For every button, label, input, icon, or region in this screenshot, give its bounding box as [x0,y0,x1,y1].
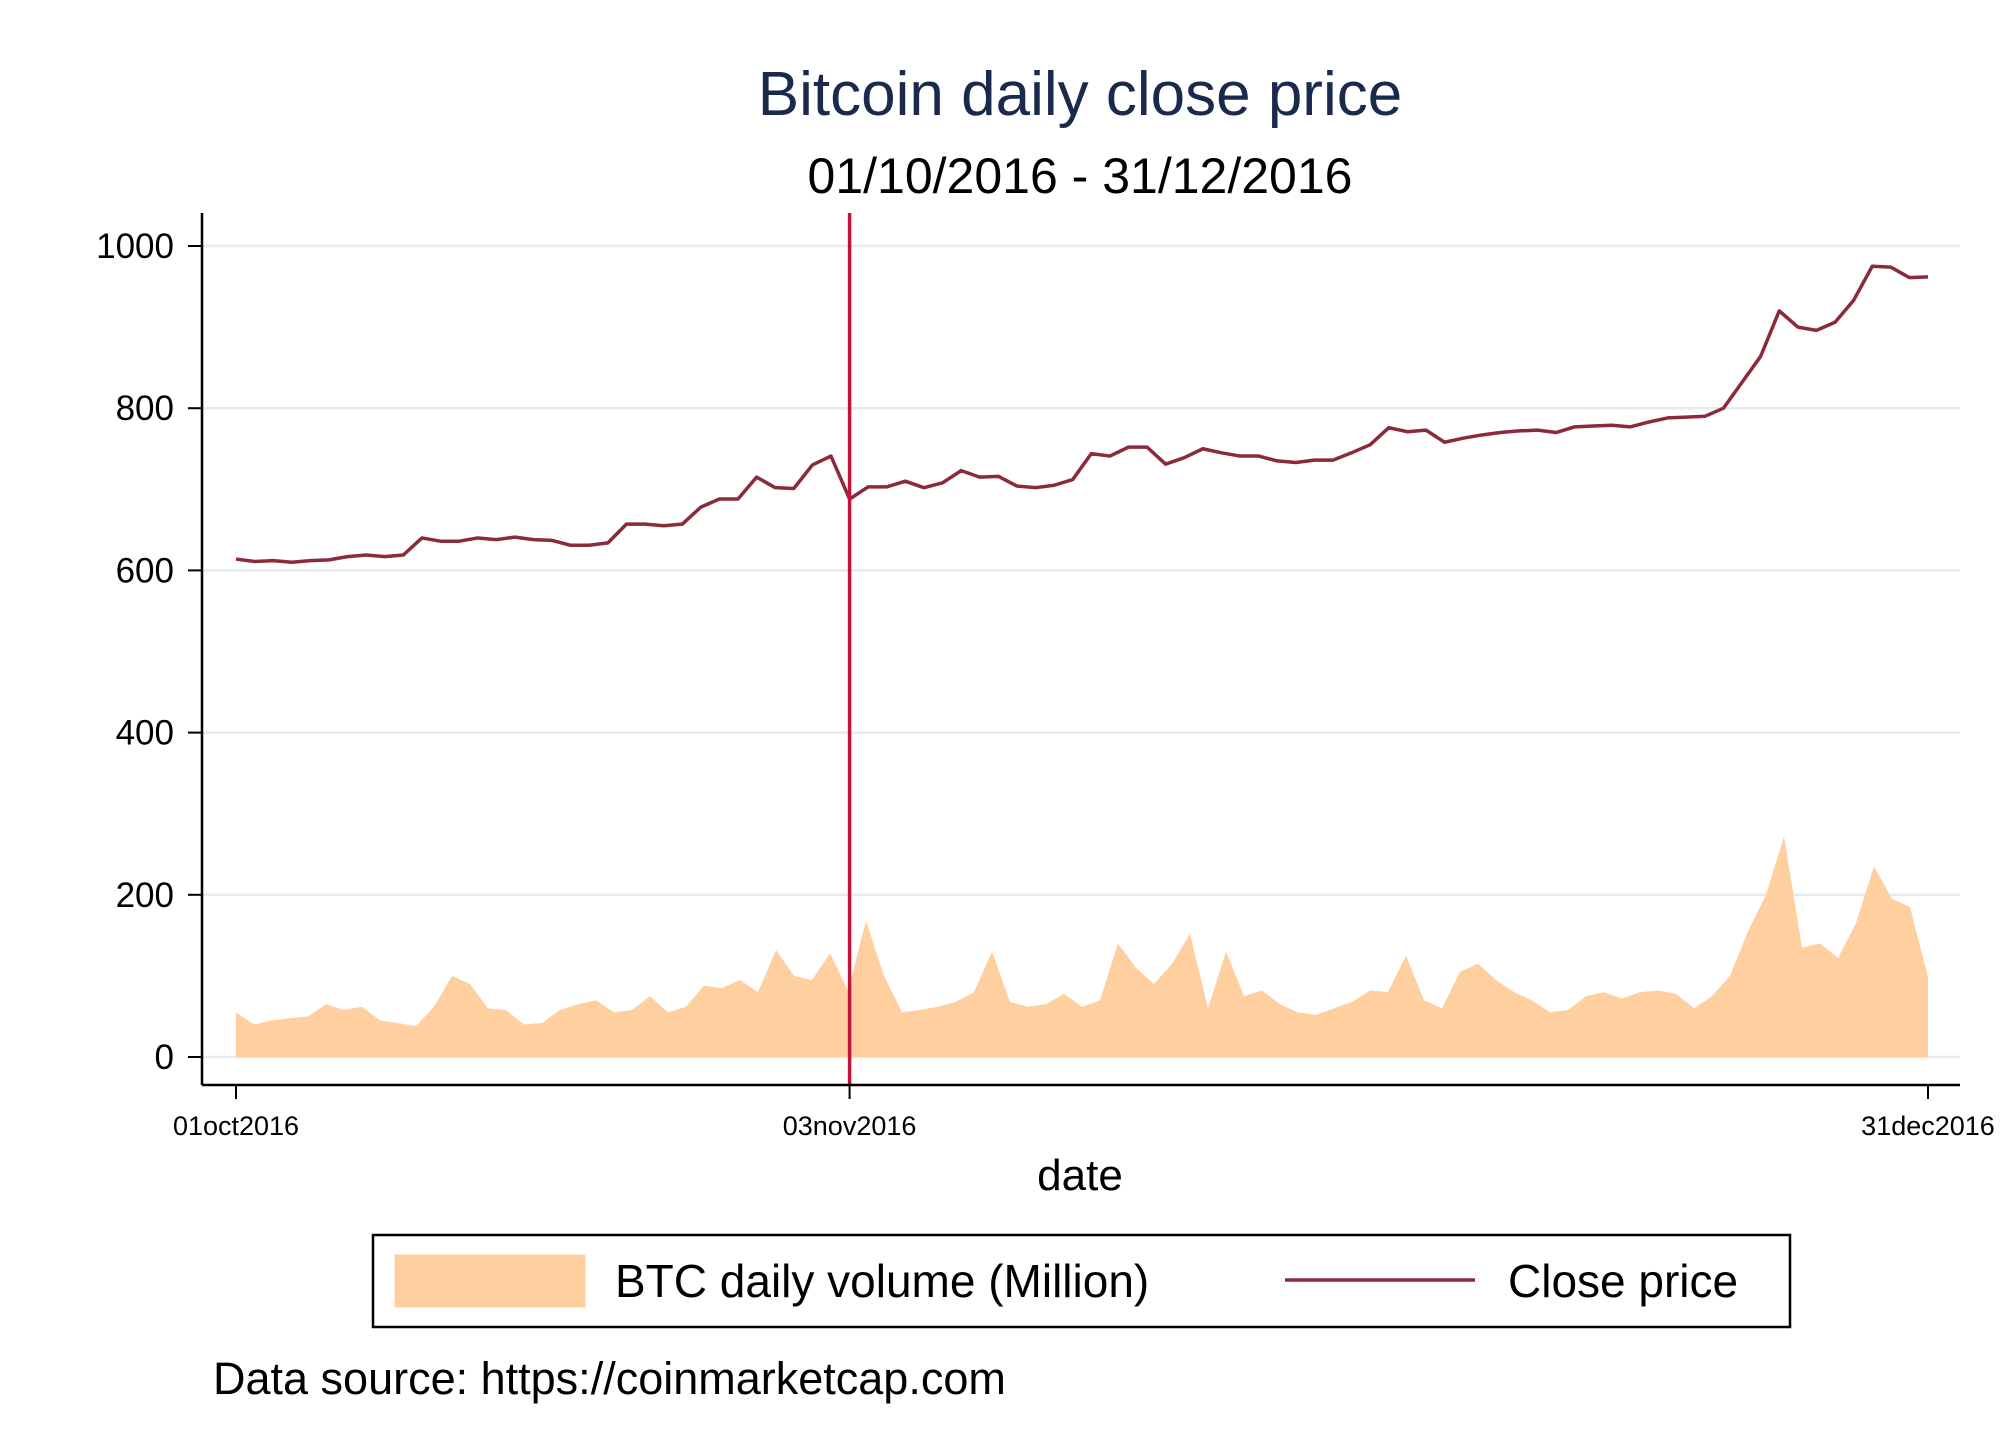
close-price-line [235,264,1929,565]
y-tick-label: 0 [155,1038,174,1077]
legend-label-close: Close price [1508,1255,1738,1307]
chart-title: Bitcoin daily close price [758,60,1402,129]
axis-layer: 0 200 400 600 800 1000 01oct2016 03nov2016 31dec… [96,213,1995,1141]
y-tick-label: 400 [116,714,174,753]
line-layer [235,213,1929,1085]
x-tick-label: 03nov2016 [783,1111,917,1141]
y-tick-label: 600 [116,551,174,590]
data-source-note: Data source: https://coinmarketcap.com [213,1353,1006,1404]
volume-area [236,836,1928,1057]
legend: BTC daily volume (Million) Close price [371,1233,1792,1329]
y-tick-label: 200 [116,876,174,915]
x-tick-label: 31dec2016 [1861,1111,1995,1141]
x-tick-label: 01oct2016 [173,1111,299,1141]
y-tick-label: 1000 [96,227,174,266]
legend-label-volume: BTC daily volume (Million) [615,1255,1149,1307]
x-axis-title: date [1037,1151,1123,1200]
area-layer [236,836,1928,1057]
grid-layer [202,244,1960,1059]
legend-box [371,1233,1792,1329]
chart-subtitle: 01/10/2016 - 31/12/2016 [808,148,1353,204]
legend-swatch-volume [394,1254,586,1308]
y-tick-label: 800 [116,389,174,428]
